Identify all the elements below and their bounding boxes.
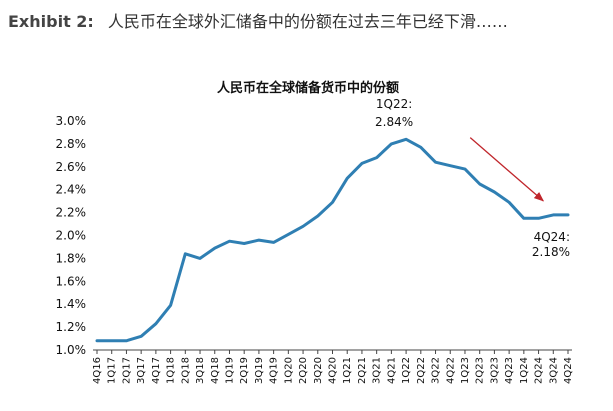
y-tick-label: 1.2% xyxy=(56,320,87,334)
y-tick-label: 1.4% xyxy=(56,297,87,311)
annotation-latest-value: 2.18% xyxy=(532,245,570,259)
annotation-peak-value: 2.84% xyxy=(375,115,413,129)
x-tick-label: 3Q17 xyxy=(136,357,147,384)
x-tick-label: 4Q21 xyxy=(386,357,397,384)
exhibit-header: Exhibit 2: 人民币在全球外汇储备中的份额在过去三年已经下滑…… xyxy=(8,8,604,36)
x-tick-label: 1Q19 xyxy=(224,357,235,384)
x-tick-label: 4Q19 xyxy=(269,357,280,384)
x-tick-label: 3Q21 xyxy=(372,357,383,384)
x-tick-label: 1Q18 xyxy=(166,357,177,384)
y-tick-label: 2.8% xyxy=(56,137,87,151)
y-tick-label: 1.6% xyxy=(56,274,87,288)
y-tick-label: 1.8% xyxy=(56,251,87,265)
x-tick-label: 2Q21 xyxy=(357,357,368,384)
x-tick-label: 1Q24 xyxy=(519,357,530,384)
x-tick-label: 3Q24 xyxy=(548,357,559,384)
chart-title: 人民币在全球储备货币中的份额 xyxy=(217,80,399,96)
x-tick-label: 2Q23 xyxy=(475,357,486,384)
x-tick-label: 4Q23 xyxy=(504,357,515,384)
x-tick-label: 3Q18 xyxy=(195,357,206,384)
x-tick-label: 4Q18 xyxy=(210,357,221,384)
x-tick-label: 2Q17 xyxy=(121,357,132,384)
x-tick-label: 1Q20 xyxy=(283,357,294,384)
y-tick-label: 2.4% xyxy=(56,183,87,197)
x-tick-label: 4Q17 xyxy=(151,357,162,384)
x-tick-label: 4Q24 xyxy=(563,357,574,384)
x-tick-label: 3Q22 xyxy=(431,357,442,384)
annotation-peak-period: 1Q22: xyxy=(376,97,412,111)
x-tick-label: 1Q22 xyxy=(401,357,412,384)
y-tick-label: 3.0% xyxy=(56,114,87,128)
x-tick-label: 4Q22 xyxy=(445,357,456,384)
x-tick-label: 2Q22 xyxy=(416,357,427,384)
x-tick-label: 2Q19 xyxy=(239,357,250,384)
x-tick-label: 4Q20 xyxy=(328,357,339,384)
x-tick-label: 3Q20 xyxy=(313,357,324,384)
trend-arrow xyxy=(469,137,545,202)
y-tick-label: 2.6% xyxy=(56,160,87,174)
x-tick-label: 2Q18 xyxy=(180,357,191,384)
x-tick-label: 2Q20 xyxy=(298,357,309,384)
x-tick-label: 1Q23 xyxy=(460,357,471,384)
exhibit-headline: 人民币在全球外汇储备中的份额在过去三年已经下滑…… xyxy=(107,12,508,31)
x-tick-label: 1Q21 xyxy=(342,357,353,384)
series-line xyxy=(95,137,570,343)
x-tick-label: 4Q16 xyxy=(92,357,103,384)
y-tick-label: 1.0% xyxy=(56,343,87,357)
x-tick-label: 3Q19 xyxy=(254,357,265,384)
x-tick-label: 2Q24 xyxy=(534,357,545,384)
y-tick-label: 2.0% xyxy=(56,229,87,243)
x-tick-label: 1Q17 xyxy=(107,357,118,384)
x-tick-label: 3Q23 xyxy=(489,357,500,384)
annotation-latest-period: 4Q24: xyxy=(534,230,570,244)
y-tick-label: 2.2% xyxy=(56,206,87,220)
exhibit-label: Exhibit 2: xyxy=(8,12,94,31)
